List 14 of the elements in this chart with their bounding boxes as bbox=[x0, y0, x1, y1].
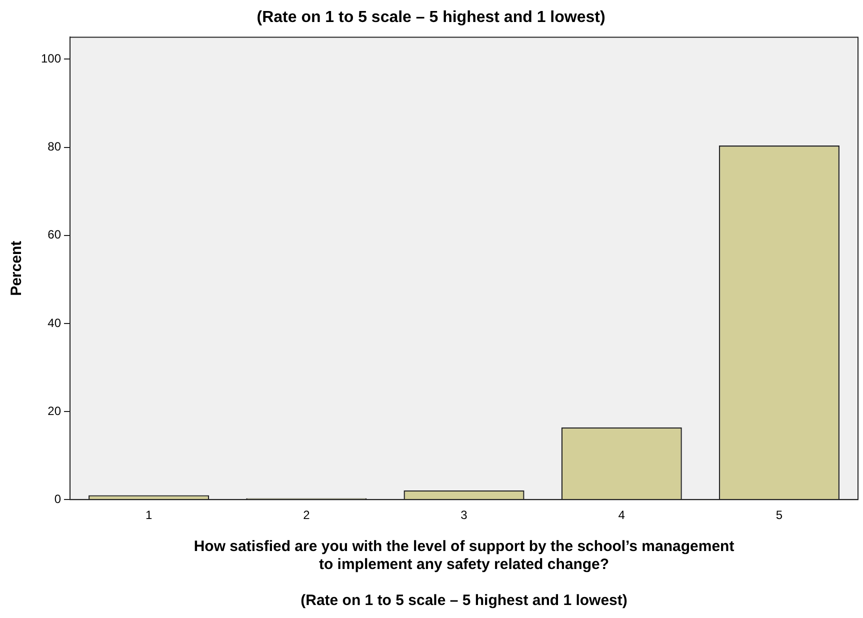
x-tick-label: 5 bbox=[776, 508, 783, 522]
y-tick-label: 80 bbox=[48, 140, 62, 154]
y-tick-label: 60 bbox=[48, 228, 62, 242]
y-axis-title: Percent bbox=[8, 240, 26, 296]
y-tick-label: 0 bbox=[54, 492, 62, 506]
x-tick-label: 3 bbox=[460, 508, 468, 522]
x-tick-label: 4 bbox=[618, 508, 626, 522]
x-tick-label: 1 bbox=[145, 508, 152, 522]
chart-title: (Rate on 1 to 5 scale – 5 highest and 1 lowest) bbox=[256, 9, 606, 26]
y-tick-label: 20 bbox=[48, 404, 62, 418]
y-tick-label: 100 bbox=[40, 52, 62, 66]
text: How satisfied are you with the level of support by the school’s management to implement any safety related change? (Rate on 1 to 5 scale – 5 highest and 1 lowest) bbox=[194, 538, 734, 610]
x-tick-label: 2 bbox=[303, 508, 310, 522]
y-tick-label: 40 bbox=[48, 316, 62, 330]
